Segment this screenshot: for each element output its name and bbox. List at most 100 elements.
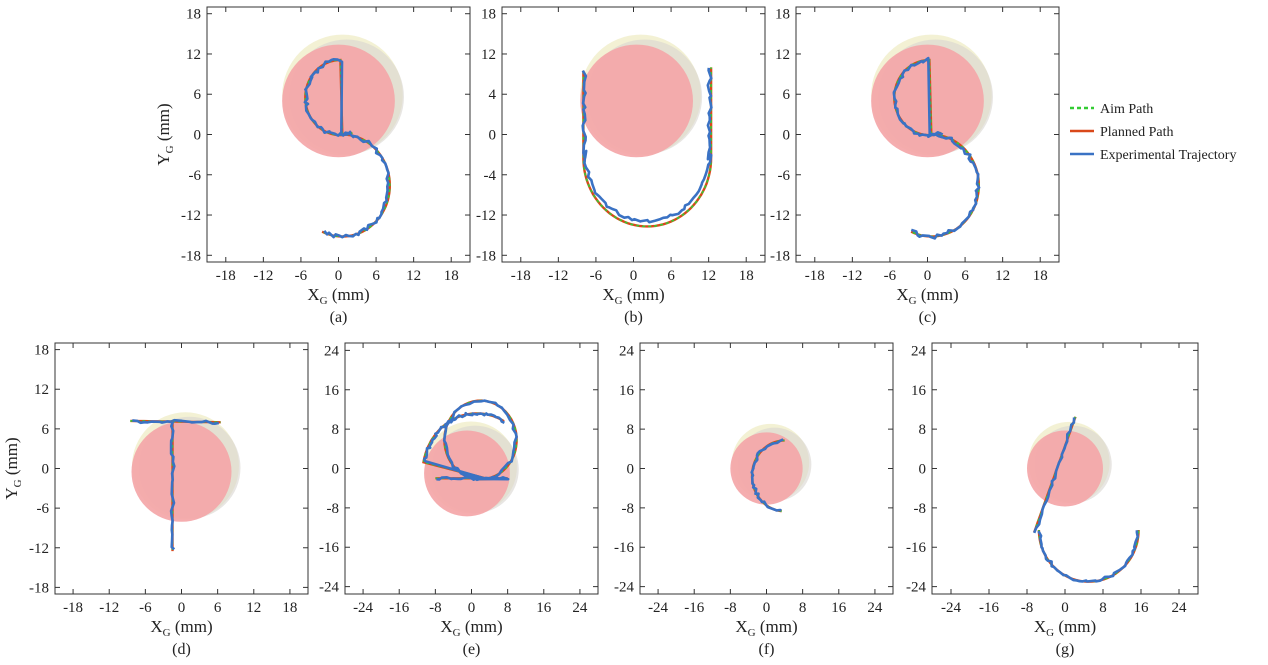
- y-tick-label-d: -18: [29, 580, 49, 596]
- y-tick-label-f: -24: [614, 580, 634, 596]
- y-tick-label-g: 16: [911, 383, 927, 399]
- experimental-trajectory-d: [132, 418, 220, 425]
- x-tick-label-b: 12: [701, 268, 716, 284]
- y-tick-label-d: 18: [34, 343, 49, 359]
- y-tick-label-b: -12: [476, 208, 496, 224]
- x-tick-label-c: -18: [805, 268, 825, 284]
- x-axis-label-b: XG (mm): [602, 285, 664, 307]
- plot-area-d: [130, 412, 241, 552]
- legend-label-0: Aim Path: [1100, 102, 1153, 117]
- y-tick-label-d: 0: [42, 462, 50, 478]
- y-tick-label-d: -12: [29, 541, 49, 557]
- y-tick-label-a: -18: [181, 248, 201, 264]
- legend-label-1: Planned Path: [1100, 125, 1174, 140]
- x-tick-label-a: -12: [253, 268, 273, 284]
- panel-e: -24 -16 -8 0 8 16 24 24 16 8 0 -8 -16 -24 XG (mm) (e): [319, 342, 599, 658]
- experimental-trajectory-f: [750, 438, 784, 512]
- x-tick-label-d: -18: [63, 600, 83, 616]
- x-tick-label-f: -8: [724, 600, 737, 616]
- x-tick-label-a: 18: [444, 268, 459, 284]
- x-tick-label-g: -24: [941, 600, 961, 616]
- y-tick-label-c: -6: [778, 168, 791, 184]
- y-tick-label-g: -24: [906, 580, 926, 596]
- y-tick-label-e: 0: [332, 462, 340, 478]
- caption-d: (d): [172, 641, 191, 658]
- y-tick-label-c: 6: [783, 87, 791, 103]
- y-tick-label-f: -8: [622, 501, 635, 517]
- y-tick-label-e: -16: [319, 540, 339, 556]
- x-tick-label-e: 8: [504, 600, 512, 616]
- y-tick-label-e: 8: [332, 422, 340, 438]
- x-tick-label-d: -12: [99, 600, 119, 616]
- y-tick-label-a: 12: [186, 47, 201, 63]
- caption-e: (e): [463, 641, 481, 658]
- y-tick-label-a: 6: [194, 87, 202, 103]
- y-tick-label-g: 0: [919, 462, 927, 478]
- panel-b: -18 -12 -6 0 6 12 18 18 12 4 0 -4 -12 -18 XG (mm) (b): [476, 6, 766, 326]
- x-tick-label-d: -6: [139, 600, 152, 616]
- x-tick-label-e: -16: [389, 600, 409, 616]
- panel-f: -24 -16 -8 0 8 16 24 24 16 8 0 -8 -16 -24 XG (mm) (f): [614, 342, 894, 658]
- x-tick-label-f: -24: [648, 600, 668, 616]
- sphere-b: [580, 44, 693, 158]
- x-tick-label-f: 24: [867, 600, 883, 616]
- x-tick-label-a: 12: [406, 268, 421, 284]
- y-tick-label-c: 0: [783, 128, 791, 144]
- x-tick-label-a: 0: [335, 268, 343, 284]
- y-tick-label-g: -16: [906, 540, 926, 556]
- aim-path-e: [422, 399, 518, 481]
- y-tick-label-b: -4: [484, 168, 497, 184]
- y-tick-label-g: -8: [914, 501, 927, 517]
- planned-path-b: [582, 67, 713, 228]
- x-tick-label-c: 18: [1033, 268, 1048, 284]
- x-tick-label-d: 0: [178, 600, 186, 616]
- y-tick-label-g: 24: [911, 343, 927, 359]
- x-tick-label-d: 18: [282, 600, 297, 616]
- experimental-trajectory-e: [423, 399, 518, 482]
- x-tick-label-c: -12: [842, 268, 862, 284]
- legend: Aim Path Planned Path Experimental Traject…: [1070, 102, 1236, 163]
- x-tick-label-a: -6: [295, 268, 308, 284]
- y-tick-label-b: 4: [489, 87, 497, 103]
- x-tick-label-b: 0: [630, 268, 638, 284]
- y-tick-label-f: 24: [619, 343, 635, 359]
- y-tick-label-c: 12: [775, 47, 790, 63]
- panel-a: -18 -12 -6 0 6 12 18 18 12 6 0 -6 -12 -18 XG (mm) YG (m…: [154, 6, 471, 326]
- x-tick-label-e: -8: [429, 600, 442, 616]
- caption-g: (g): [1056, 641, 1075, 658]
- x-tick-label-g: 24: [1172, 600, 1188, 616]
- caption-b: (b): [624, 309, 643, 326]
- x-axis-label-a: XG (mm): [307, 285, 369, 307]
- x-axis-label-c: XG (mm): [896, 285, 958, 307]
- plot-area-c: [871, 34, 993, 240]
- x-tick-label-c: 0: [924, 268, 932, 284]
- plot-area-e: [422, 399, 519, 517]
- x-tick-label-e: 0: [468, 600, 476, 616]
- y-tick-label-b: 18: [481, 7, 496, 23]
- y-axis-label-d: YG (mm): [2, 437, 24, 499]
- x-tick-label-g: 16: [1134, 600, 1150, 616]
- x-tick-label-f: -16: [684, 600, 704, 616]
- x-tick-label-b: 6: [667, 268, 675, 284]
- x-tick-label-f: 16: [831, 600, 847, 616]
- x-tick-label-b: -6: [590, 268, 603, 284]
- x-tick-label-d: 6: [214, 600, 222, 616]
- caption-a: (a): [330, 309, 348, 326]
- y-tick-label-e: -8: [327, 501, 340, 517]
- y-tick-label-a: 18: [186, 7, 201, 23]
- x-tick-label-g: 8: [1099, 600, 1107, 616]
- y-tick-label-c: -18: [770, 248, 790, 264]
- y-tick-label-b: 0: [489, 128, 497, 144]
- y-tick-label-g: 8: [919, 422, 927, 438]
- x-tick-label-d: 12: [246, 600, 261, 616]
- x-tick-label-g: 0: [1061, 600, 1069, 616]
- y-tick-label-f: -16: [614, 540, 634, 556]
- panel-g: -24 -16 -8 0 8 16 24 24 16 8 0 -8 -16 -24 XG (mm) (g): [906, 342, 1199, 658]
- y-tick-label-e: -24: [319, 580, 339, 596]
- x-tick-label-a: -18: [216, 268, 236, 284]
- x-axis-label-e: XG (mm): [440, 617, 502, 639]
- y-tick-label-e: 24: [324, 343, 340, 359]
- x-tick-label-b: 18: [739, 268, 754, 284]
- panel-d: -18 -12 -6 0 6 12 18 18 12 6 0 -6 -12 -18 XG (mm) YG (m…: [2, 342, 309, 658]
